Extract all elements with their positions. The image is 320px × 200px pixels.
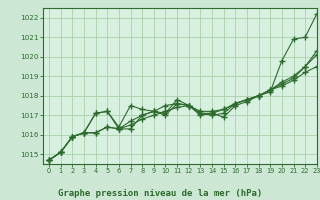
Text: Graphe pression niveau de la mer (hPa): Graphe pression niveau de la mer (hPa) [58,189,262,198]
